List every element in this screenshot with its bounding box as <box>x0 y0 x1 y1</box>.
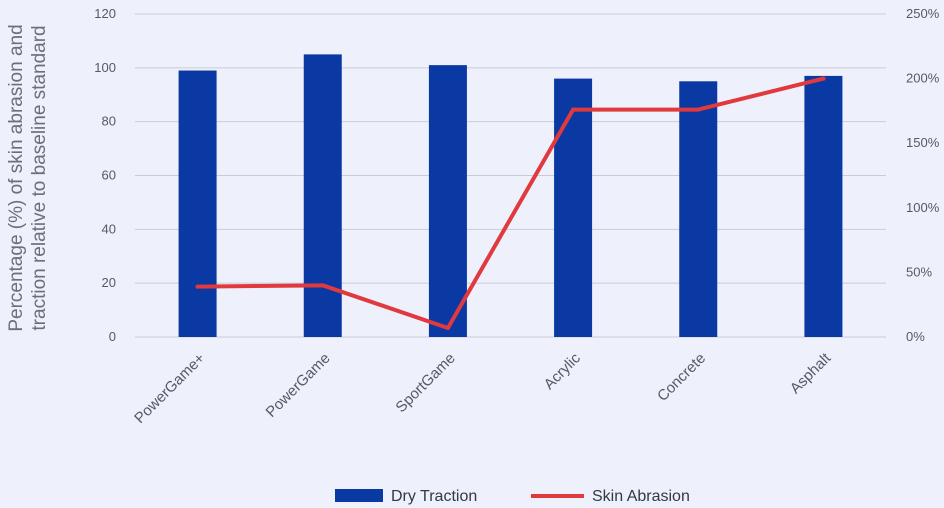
category-label: PowerGame+ <box>131 350 208 427</box>
left-axis-ticks: 0 20 40 60 80 100 120 <box>94 6 116 344</box>
dry-traction-bars <box>178 54 843 338</box>
legend: Dry Traction Skin Abrasion <box>335 488 690 505</box>
right-axis-tick-label: 150% <box>906 135 940 150</box>
left-axis-tick-label: 40 <box>102 221 116 236</box>
category-labels: PowerGame+ PowerGame SportGame Acrylic Concr… <box>131 349 835 427</box>
gridlines <box>135 13 886 338</box>
category-label: PowerGame <box>263 350 334 421</box>
right-axis-ticks: 0% 50% 100% 150% 200% 250% <box>906 6 940 344</box>
skin-abrasion-point <box>320 283 325 288</box>
left-axis-tick-label: 80 <box>102 114 116 129</box>
skin-abrasion-point <box>195 284 200 289</box>
legend-label-skin-abrasion: Skin Abrasion <box>592 488 690 505</box>
category-label: Asphalt <box>787 349 835 397</box>
bar-dry-traction <box>178 70 217 338</box>
y-axis-title-line-1: Percentage (%) of skin abrasion and <box>6 24 27 331</box>
skin-abrasion-point <box>571 107 576 112</box>
bar-dry-traction <box>303 54 342 337</box>
right-axis-tick-label: 250% <box>906 6 940 21</box>
right-axis-tick-label: 0% <box>906 329 925 344</box>
bar-dry-traction <box>804 75 843 338</box>
left-axis-tick-label: 20 <box>102 275 116 290</box>
bar-dry-traction <box>554 78 593 337</box>
skin-abrasion-point <box>445 325 450 330</box>
skin-abrasion-point <box>821 76 826 81</box>
left-axis-tick-label: 0 <box>109 329 116 344</box>
skin-abrasion-line <box>195 76 826 330</box>
bar-dry-traction <box>428 65 467 338</box>
left-axis-tick-label: 60 <box>102 168 116 183</box>
left-axis-tick-label: 120 <box>94 6 116 21</box>
right-axis-tick-label: 200% <box>906 71 940 86</box>
skin-abrasion-line-path <box>195 76 826 330</box>
legend-label-dry-traction: Dry Traction <box>391 488 477 505</box>
category-label: Concrete <box>654 350 709 405</box>
legend-swatch-dry-traction <box>335 489 383 502</box>
bar-dry-traction <box>679 81 718 338</box>
y-axis-title-line-2: traction relative to baseline standard <box>29 25 50 330</box>
right-axis-tick-label: 50% <box>906 264 932 279</box>
category-label: SportGame <box>392 350 458 416</box>
right-axis-tick-label: 100% <box>906 200 940 215</box>
skin-abrasion-point <box>696 107 701 112</box>
y-axis-title: Percentage (%) of skin abrasion and trac… <box>6 24 50 331</box>
left-axis-tick-label: 100 <box>94 60 116 75</box>
category-label: Acrylic <box>541 349 585 393</box>
